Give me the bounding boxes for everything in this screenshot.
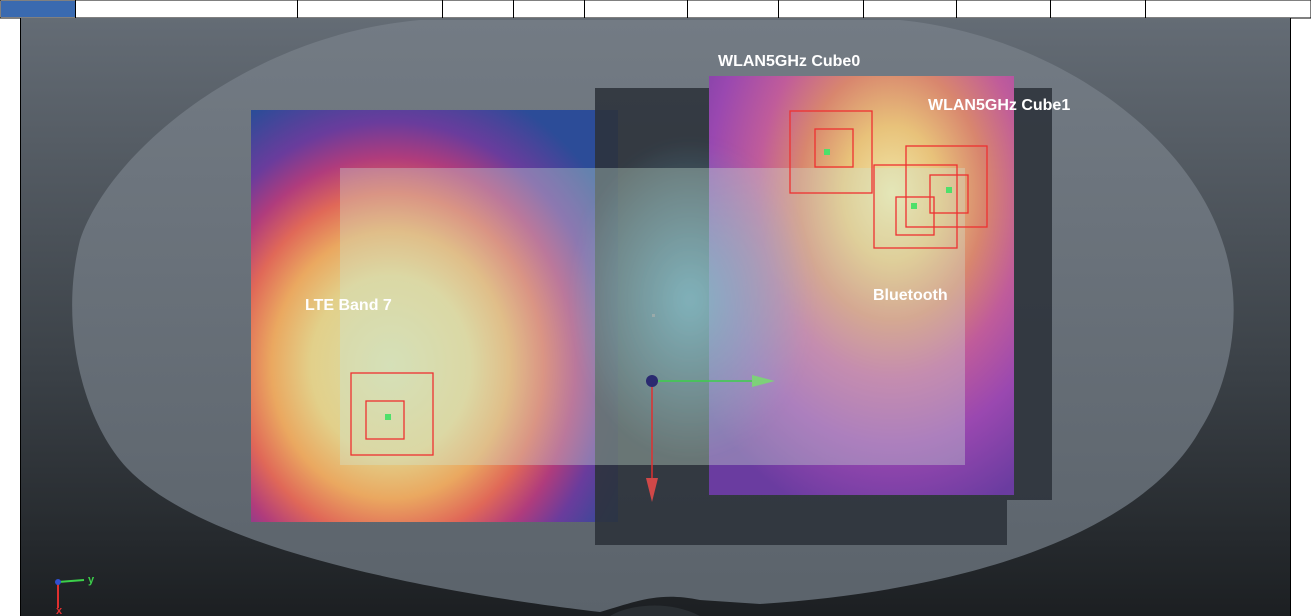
orient-x-label: x — [56, 605, 63, 616]
label-bluetooth: Bluetooth — [873, 287, 948, 304]
orient-y-axis — [57, 579, 85, 583]
peak-points — [385, 149, 952, 420]
peak-boxes — [350, 110, 988, 456]
gizmo-y-arrow — [752, 375, 775, 387]
lte-heatmap — [251, 110, 618, 522]
label-lte: LTE Band 7 — [305, 297, 392, 314]
field-blob — [570, 140, 810, 460]
phantom-neck — [610, 605, 700, 616]
label-wlan-cube1: WLAN5GHz Cube1 — [928, 97, 1070, 114]
orient-origin — [55, 579, 61, 585]
label-wlan-cube0: WLAN5GHz Cube0 — [718, 53, 860, 70]
toolbar-dividers — [75, 0, 1146, 18]
gizmo-origin — [646, 375, 658, 387]
gizmo-x-arrow — [646, 478, 658, 502]
scan-volume-edge — [1007, 88, 1052, 500]
center-point — [652, 314, 655, 317]
orient-y-label: y — [88, 574, 95, 586]
toolbar — [0, 0, 1311, 19]
toolbar-cell-active[interactable] — [1, 1, 75, 17]
